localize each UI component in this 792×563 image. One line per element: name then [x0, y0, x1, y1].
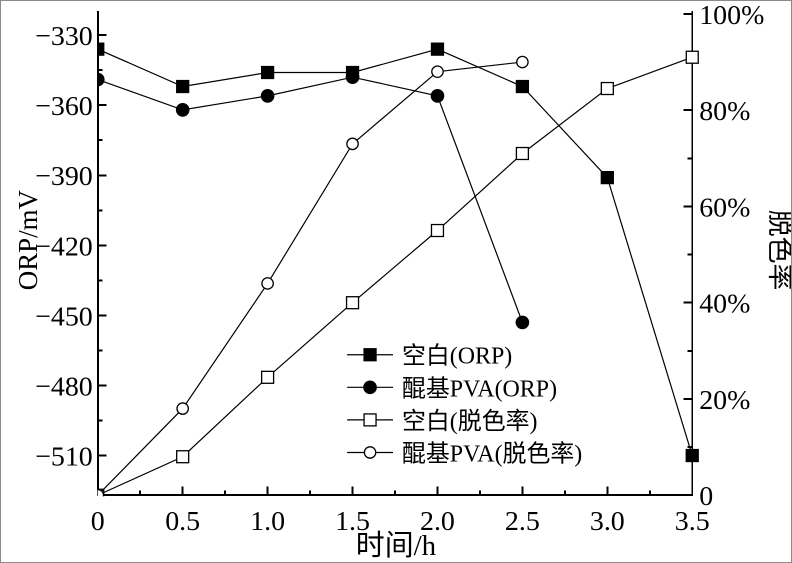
open-square-marker — [345, 296, 360, 310]
legend-label: 醌基PVA(ORP) — [402, 375, 557, 402]
filled-circle-marker — [345, 70, 360, 85]
filled-square-marker — [97, 42, 105, 56]
series-quinone-pva-decolorization — [97, 55, 529, 497]
open-square-marker — [176, 450, 190, 464]
y-right-tick-label: 20% — [699, 385, 750, 416]
filled-square-marker — [515, 79, 530, 94]
y-right-tick-label: 40% — [699, 289, 750, 320]
tick-labels: −330 −360 −390 −420 −450 −480 −510 0 20% 40% 60% 80… — [35, 1, 764, 537]
legend-item-blank-orp: 空白(ORP) — [347, 343, 512, 370]
open-square-marker — [515, 146, 530, 161]
open-circle-marker — [346, 137, 359, 151]
y-left-tick-label: −510 — [35, 442, 93, 473]
y-left-axis-title: ORP/mV — [13, 190, 43, 291]
filled-square-marker — [430, 42, 445, 56]
filled-square-marker — [600, 170, 614, 185]
series-quinone-pva-orp — [97, 70, 530, 330]
open-circle-marker — [176, 402, 190, 415]
open-circle-marker — [97, 488, 105, 497]
y-left-tick-label: −420 — [35, 231, 93, 262]
filled-square-marker — [685, 448, 699, 463]
x-tick-label: 3.0 — [590, 506, 625, 537]
open-circle-marker — [261, 277, 274, 290]
open-square-marker — [600, 81, 614, 96]
legend-label: 空白(脱色率) — [402, 408, 538, 435]
open-square-marker — [260, 370, 275, 384]
y-right-tick-label: 60% — [699, 192, 750, 223]
filled-circle-marker — [175, 103, 190, 117]
filled-circle-marker — [515, 315, 530, 330]
y-left-tick-label: −480 — [35, 371, 93, 402]
series-line-blank-orp — [97, 48, 693, 456]
y-left-tick-label: −450 — [35, 301, 93, 332]
y-left-tick-label: −330 — [35, 21, 93, 52]
legend-item-blank-decolorization: 空白(脱色率) — [347, 408, 538, 435]
filled-square-marker — [260, 65, 275, 80]
legend-item-quinone-pva-orp: 醌基PVA(ORP) — [347, 375, 557, 402]
legend-marker-filled-circle — [363, 380, 377, 395]
legend-label: 空白(ORP) — [402, 343, 512, 370]
open-square-marker — [685, 50, 699, 64]
y-right-tick-label: 0 — [699, 481, 713, 512]
y-right-tick-label: 80% — [699, 96, 750, 127]
x-tick-label: 3.5 — [675, 506, 710, 537]
y-right-tick-label: 100% — [699, 1, 764, 31]
series-line-quinone-pva-orp — [97, 76, 523, 323]
open-circle-marker — [431, 65, 444, 79]
x-axis-title: 时间/h — [356, 530, 437, 562]
x-tick-label: 0 — [91, 506, 105, 537]
filled-circle-marker — [97, 72, 105, 87]
x-tick-label: 2.0 — [420, 506, 455, 537]
legend-marker-open-square — [363, 413, 377, 427]
open-square-marker — [430, 223, 445, 238]
series-blank-orp — [97, 42, 699, 463]
series-line-quinone-pva-decolorization — [97, 61, 523, 496]
axes — [96, 10, 694, 497]
x-tick-label: 1.0 — [250, 506, 285, 537]
series-blank-decolorization — [97, 50, 699, 497]
filled-square-marker — [176, 79, 190, 94]
x-tick-label: 0.5 — [165, 506, 200, 537]
legend-marker-open-circle — [363, 446, 377, 459]
filled-circle-marker — [430, 89, 445, 103]
series-line-blank-decolorization — [97, 56, 693, 496]
legend-label: 醌基PVA(脱色率) — [402, 440, 582, 467]
filled-circle-marker — [260, 89, 275, 103]
legend-marker-filled-square — [363, 348, 377, 362]
x-tick-label: 1.5 — [335, 506, 370, 537]
x-tick-label: 2.5 — [505, 506, 540, 537]
y-left-tick-label: −360 — [35, 91, 93, 122]
y-right-axis-title: 脱色率 — [765, 210, 791, 291]
open-circle-marker — [516, 55, 529, 69]
legend: 空白(ORP) 醌基PVA(ORP) 空白(脱色率) 醌基PVA(脱色率) — [347, 343, 582, 467]
y-left-tick-label: −390 — [35, 161, 93, 192]
legend-item-quinone-pva-decolorization: 醌基PVA(脱色率) — [347, 440, 582, 467]
